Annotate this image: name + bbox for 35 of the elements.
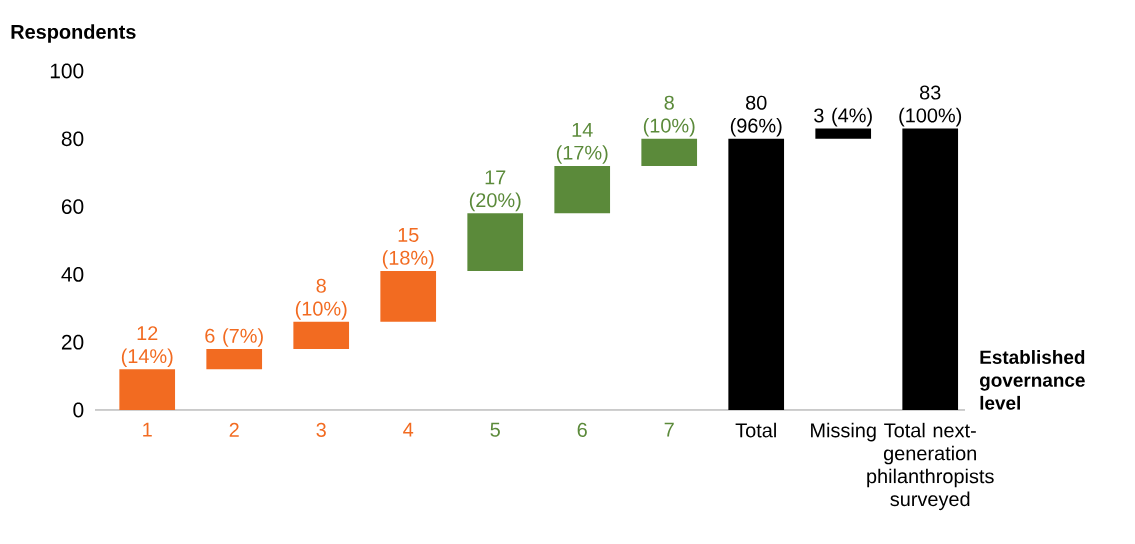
data-label: 6 (7%) [205, 328, 263, 347]
bar [815, 128, 872, 139]
bar [380, 270, 437, 322]
x-tick-label: Total [735, 422, 776, 438]
x-tick-label: 6 [577, 422, 587, 437]
y-tick-label: 20 [61, 334, 84, 350]
x-tick-label: 1 [143, 422, 152, 437]
data-label: 12 (14%) [121, 326, 173, 368]
x-axis-title: Established governance level [979, 350, 1085, 410]
x-tick-label: 2 [229, 422, 239, 437]
y-tick-label: 60 [61, 199, 84, 214]
data-label: 8 (10%) [295, 278, 347, 320]
y-axis-title: Respondents [11, 24, 136, 43]
x-tick-label: Missing [811, 422, 876, 442]
x-tick-label: 5 [490, 422, 500, 437]
x-tick-label: 3 [316, 422, 326, 437]
bar [206, 348, 263, 370]
data-label: 15 (18%) [382, 228, 434, 269]
data-label: 14 (17%) [556, 122, 608, 164]
bar [641, 138, 698, 166]
y-tick-label: 40 [61, 266, 84, 282]
bar [467, 213, 524, 271]
y-tick-label: 0 [73, 402, 84, 418]
y-tick-label: 100 [50, 63, 84, 79]
data-label: 3 (4%) [814, 107, 872, 127]
data-label: 80 (96%) [730, 95, 782, 137]
data-label: 17 (20%) [469, 170, 521, 212]
data-label: 8 (10%) [643, 95, 695, 137]
bar [119, 369, 176, 410]
x-tick-label: 7 [664, 422, 674, 437]
y-tick-label: 80 [61, 131, 84, 147]
data-label: 83 (100%) [899, 85, 962, 127]
bar [293, 321, 350, 349]
bar [554, 165, 611, 214]
x-tick-label: 4 [403, 422, 414, 437]
